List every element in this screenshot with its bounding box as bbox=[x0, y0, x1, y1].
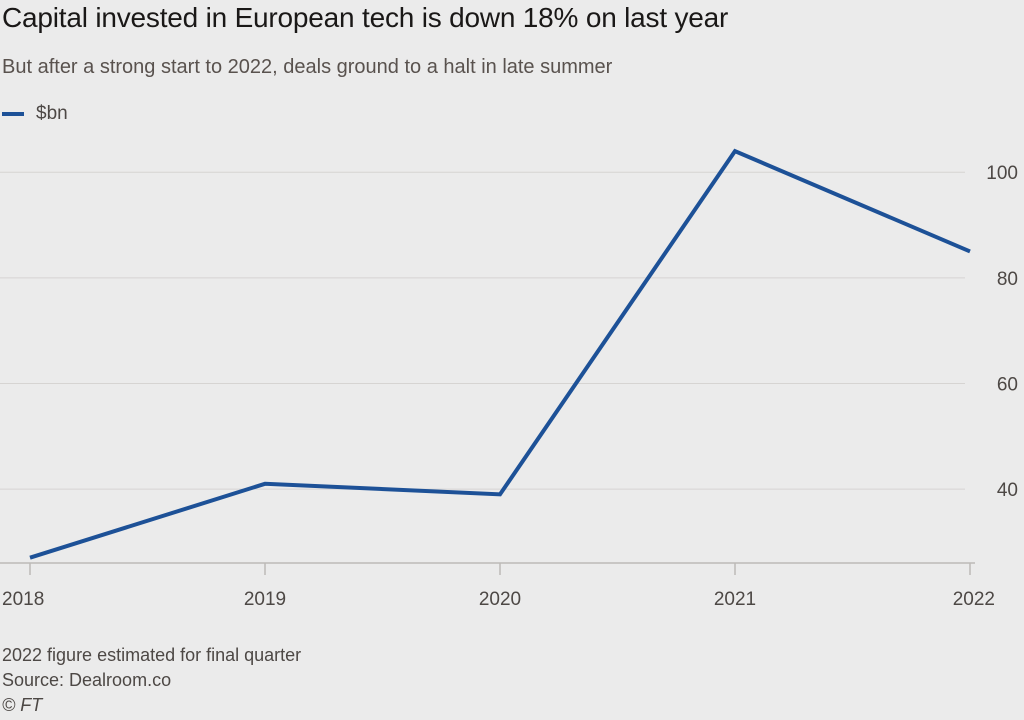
legend-swatch bbox=[2, 112, 24, 116]
x-tick-label-2019: 2019 bbox=[244, 589, 286, 610]
source-note: Source: Dealroom.co bbox=[2, 670, 172, 690]
chart-subtitle: But after a strong start to 2022, deals … bbox=[2, 56, 613, 78]
y-tick-label-80: 80 bbox=[997, 269, 1018, 290]
y-tick-label-40: 40 bbox=[997, 480, 1018, 501]
x-tick-label-2021: 2021 bbox=[714, 589, 756, 610]
x-tick-label-2020: 2020 bbox=[479, 589, 521, 610]
x-tick-label-2018: 2018 bbox=[2, 589, 44, 610]
y-tick-label-100: 100 bbox=[986, 163, 1018, 184]
legend: $bn bbox=[2, 103, 68, 125]
copyright-credit: © FT bbox=[2, 695, 43, 715]
y-tick-label-60: 60 bbox=[997, 374, 1018, 395]
footnote: 2022 figure estimated for final quarter bbox=[2, 645, 302, 665]
x-tick-label-2022: 2022 bbox=[953, 589, 995, 610]
legend-label: $bn bbox=[36, 103, 68, 124]
series-line-0 bbox=[29, 148, 971, 560]
chart-title: Capital invested in European tech is dow… bbox=[2, 2, 729, 33]
